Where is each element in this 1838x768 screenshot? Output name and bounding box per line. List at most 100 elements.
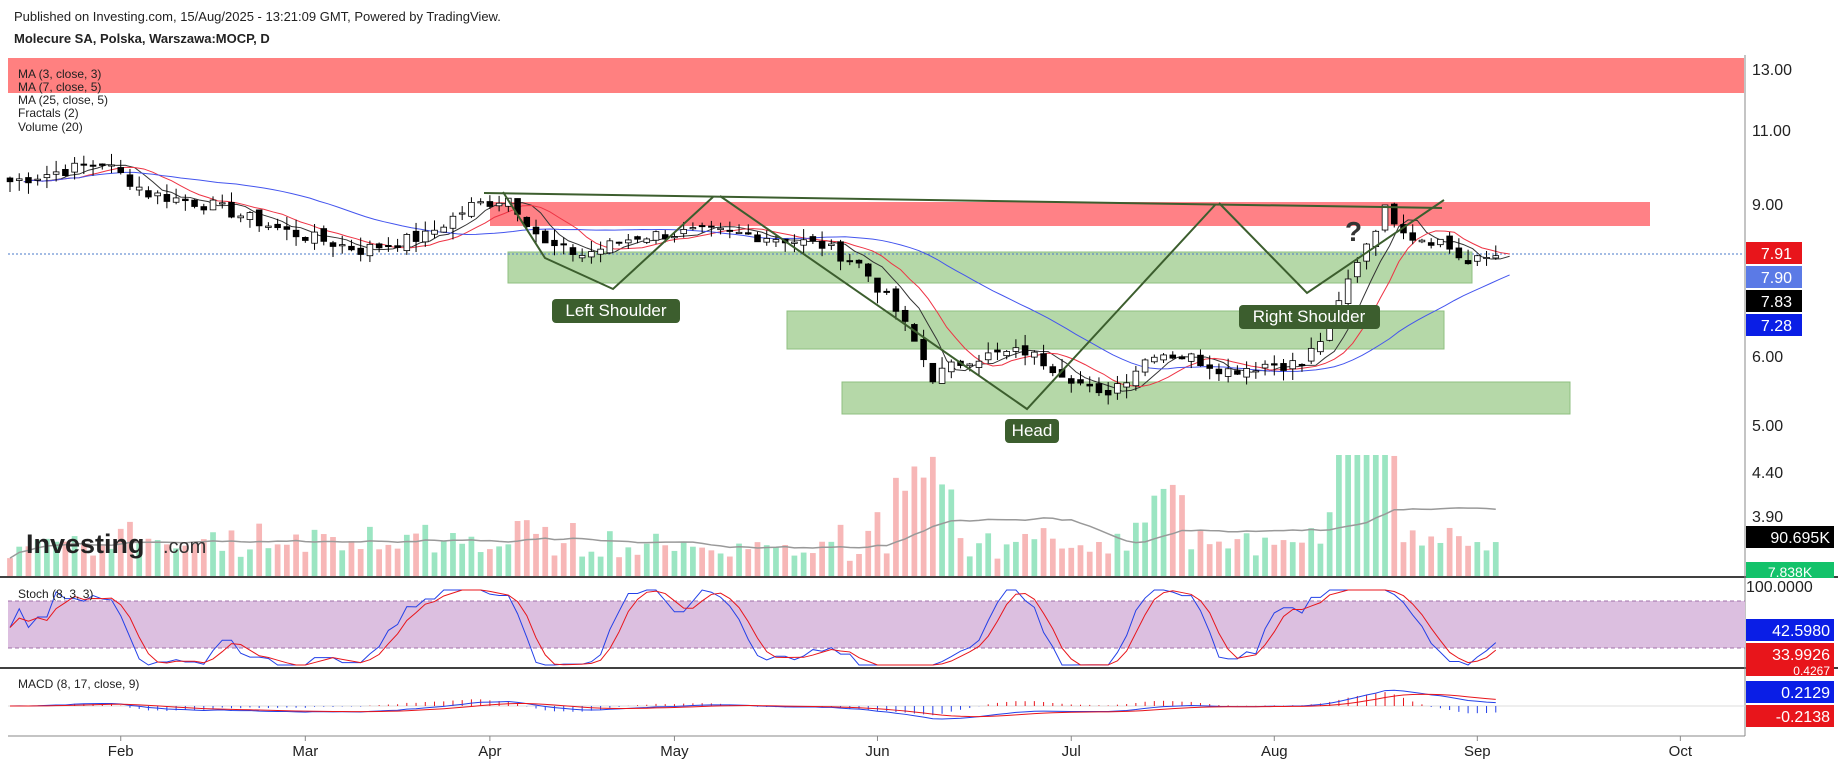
candle <box>292 219 300 246</box>
neckline-resistance-zone <box>490 202 1650 226</box>
candle <box>15 173 23 191</box>
volume-bar <box>1216 541 1222 576</box>
volume-bar <box>819 541 825 576</box>
macd-line <box>9 689 1496 720</box>
svg-text:5.00: 5.00 <box>1752 418 1783 435</box>
volume-bar <box>34 539 41 576</box>
candle <box>1012 339 1020 359</box>
volume-bar <box>302 551 309 576</box>
volume-bar <box>1077 545 1084 576</box>
volume-bar <box>1086 551 1093 576</box>
candle <box>726 221 734 239</box>
candle <box>800 229 807 255</box>
volume-bar <box>191 543 198 576</box>
candle <box>311 224 318 250</box>
candle <box>1492 245 1500 260</box>
candle <box>329 240 337 257</box>
candle <box>80 155 88 175</box>
candle <box>948 359 955 379</box>
volume-bar <box>856 553 862 576</box>
volume-bar <box>357 549 364 576</box>
volume-bar <box>182 545 189 576</box>
instrument-title: Molecure SA, Polska, Warszawa:MOCP, D <box>14 31 270 46</box>
volume-bar <box>265 548 272 576</box>
candle <box>901 305 909 331</box>
support-zone-head <box>841 381 1571 415</box>
candle <box>634 235 641 244</box>
candle <box>1289 352 1297 380</box>
volume-bar <box>1363 455 1370 576</box>
candle <box>1215 363 1223 381</box>
price-badges: 7.91 7.90 7.83 7.28 90.695K 7.838K 42.59… <box>1746 242 1834 727</box>
svg-text:Right Shoulder: Right Shoulder <box>1253 307 1366 326</box>
volume-bar <box>459 543 466 576</box>
badge-stoch-d: 33.9926 <box>1746 643 1834 665</box>
volume-bar <box>431 552 438 576</box>
candle <box>1049 363 1057 377</box>
volume-bar <box>929 456 936 576</box>
volume-bar <box>542 526 549 576</box>
volume-bar <box>653 533 659 576</box>
candle <box>578 248 586 263</box>
stoch-band <box>8 601 1745 648</box>
volume-bar <box>468 536 475 576</box>
top-resistance-zone <box>8 58 1744 93</box>
candle <box>625 233 632 249</box>
candle <box>172 188 180 205</box>
badge-close: 7.90 <box>1746 266 1802 288</box>
volume-bar <box>1382 455 1388 576</box>
svg-text:Left Shoulder: Left Shoulder <box>565 301 666 320</box>
candle <box>1464 249 1472 265</box>
volume-bars <box>7 455 1499 576</box>
volume-bar <box>763 545 770 576</box>
volume-bar <box>966 556 973 576</box>
candle <box>1381 204 1389 233</box>
candle <box>265 222 272 231</box>
svg-text:0.2129: 0.2129 <box>1781 685 1830 702</box>
badge-ma25: 7.28 <box>1746 314 1802 336</box>
candle <box>283 216 291 241</box>
volume-bar <box>1400 542 1407 576</box>
volume-bar <box>487 549 493 576</box>
candle <box>1021 334 1029 366</box>
candle <box>385 237 392 252</box>
candle <box>1446 232 1453 254</box>
volume-bar <box>1446 527 1453 576</box>
candle <box>209 196 217 211</box>
volume-bar <box>1114 533 1121 576</box>
volume-bar <box>330 537 336 576</box>
volume-bar <box>25 546 32 576</box>
volume-bar <box>1252 555 1259 576</box>
volume-bar <box>708 550 715 576</box>
volume-bar <box>1336 455 1342 576</box>
volume-bar <box>1271 544 1278 576</box>
volume-bar <box>71 536 78 576</box>
candle <box>145 186 152 200</box>
volume-bar <box>893 477 899 576</box>
head-label: Head <box>1005 419 1059 443</box>
svg-text:.com: .com <box>163 536 206 558</box>
candle <box>403 232 411 255</box>
right-shoulder-label: Right Shoulder <box>1239 305 1380 329</box>
volume-bar <box>1234 539 1241 576</box>
candle <box>809 233 817 245</box>
candle <box>1437 238 1444 248</box>
volume-bar <box>228 530 235 576</box>
volume-bar <box>597 556 604 576</box>
candle <box>975 354 983 376</box>
candle <box>1095 377 1103 397</box>
candle <box>532 219 540 245</box>
volume-bar <box>117 528 124 576</box>
stoch-label: Stoch (8, 3, 3) <box>18 587 93 601</box>
published-line: Published on Investing.com, 15/Aug/2025 … <box>14 9 501 24</box>
volume-bar <box>1123 550 1130 576</box>
candle <box>25 172 32 194</box>
candle <box>228 192 235 219</box>
candle <box>320 225 328 246</box>
candle <box>698 222 706 233</box>
volume-bar <box>1169 484 1176 576</box>
volume-bar <box>643 543 650 576</box>
volume-bar <box>1068 547 1075 576</box>
volume-bar <box>810 553 816 576</box>
